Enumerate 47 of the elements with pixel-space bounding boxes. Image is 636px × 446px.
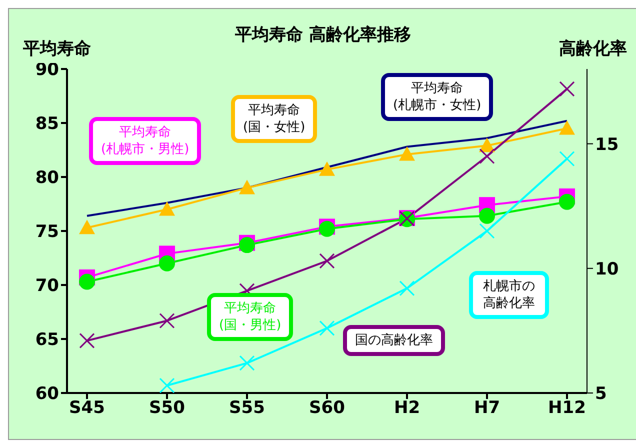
y-tick-label: 75	[35, 222, 59, 242]
point	[79, 274, 95, 290]
y-tick-label: 60	[35, 384, 60, 404]
x-tick-label: H2	[394, 398, 420, 418]
point	[399, 146, 415, 161]
point	[159, 378, 175, 393]
point	[79, 220, 95, 234]
point	[479, 138, 495, 152]
point	[479, 208, 495, 224]
text: 札幌市の高齢化率	[469, 271, 549, 319]
series-label: 平均寿命 (札幌市・女性)	[381, 73, 494, 121]
y-tick-label: 80	[35, 168, 60, 188]
point	[479, 223, 495, 239]
x-tick-label: S55	[229, 398, 265, 418]
x-tick-label: H7	[474, 398, 500, 418]
point	[239, 180, 255, 194]
x-tick-label: S50	[149, 398, 186, 418]
text: 国の高齢化率	[343, 325, 445, 356]
point	[319, 161, 335, 176]
point	[559, 194, 575, 210]
y-tick-label: 70	[35, 276, 60, 296]
point	[399, 280, 415, 296]
point	[559, 150, 575, 166]
point	[319, 320, 335, 336]
text: 平均寿命 (国・男性)	[207, 293, 294, 341]
y-axis-title: 平均寿命	[23, 38, 91, 60]
text: 平均寿命 (札幌市・男性)	[89, 117, 202, 165]
x-tick-label: S60	[309, 398, 346, 418]
point	[559, 81, 575, 97]
point	[159, 312, 175, 328]
y-tick-label: 65	[35, 330, 59, 350]
y-tick-label: 85	[35, 114, 59, 134]
y2-axis-title: 高齢化率	[559, 38, 627, 60]
chart-title: 平均寿命 高齢化率推移	[235, 25, 411, 45]
point	[159, 201, 175, 216]
point	[319, 253, 335, 269]
point	[239, 355, 255, 371]
point	[79, 332, 95, 348]
point	[159, 255, 175, 272]
point	[479, 148, 495, 164]
point	[559, 120, 575, 135]
x-tick-label: H12	[548, 398, 586, 418]
text: 平均寿命 (国・女性)	[231, 95, 318, 143]
y2-tick-label: 10	[595, 259, 619, 280]
x-tick-label: S45	[69, 398, 105, 418]
y2-tick-label: 15	[595, 134, 619, 155]
y2-tick-label: 5	[595, 384, 607, 404]
